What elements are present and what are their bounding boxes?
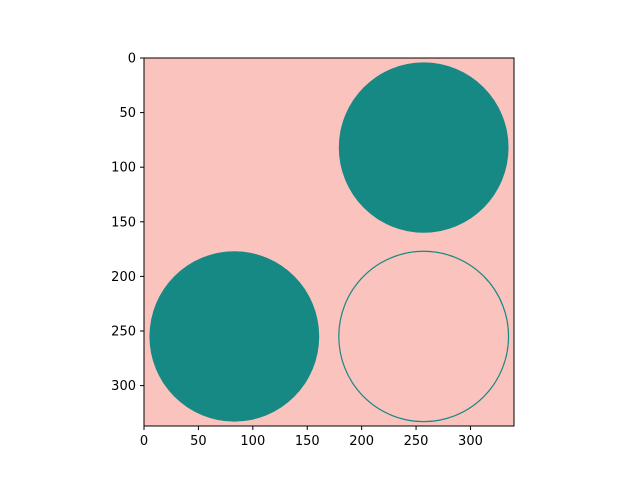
filled-circle-shape-0: [338, 62, 509, 233]
x-tick-label: 0: [140, 434, 148, 449]
y-tick-label: 50: [119, 106, 136, 121]
x-tick-label: 50: [190, 434, 207, 449]
filled-circle-shape-1: [149, 251, 320, 422]
shapes-layer: [149, 62, 510, 423]
x-tick-label: 200: [349, 434, 374, 449]
x-tick-label: 300: [458, 434, 483, 449]
y-axis: 0 50 100 150 200 250 300: [111, 52, 144, 394]
axes-frame: [143, 57, 515, 427]
ring-shape-2: [338, 250, 510, 423]
y-tick-label: 150: [111, 215, 136, 230]
y-tick-label: 200: [111, 270, 136, 285]
x-tick-label: 150: [295, 434, 320, 449]
y-tick-label: 250: [111, 324, 136, 339]
y-tick-label: 300: [111, 379, 136, 394]
y-tick-label: 100: [111, 161, 136, 176]
x-tick-label: 100: [240, 434, 265, 449]
x-tick-label: 250: [404, 434, 429, 449]
y-tick-label: 0: [128, 52, 136, 67]
x-axis: 0 50 100 150 200 250 300: [140, 426, 483, 449]
